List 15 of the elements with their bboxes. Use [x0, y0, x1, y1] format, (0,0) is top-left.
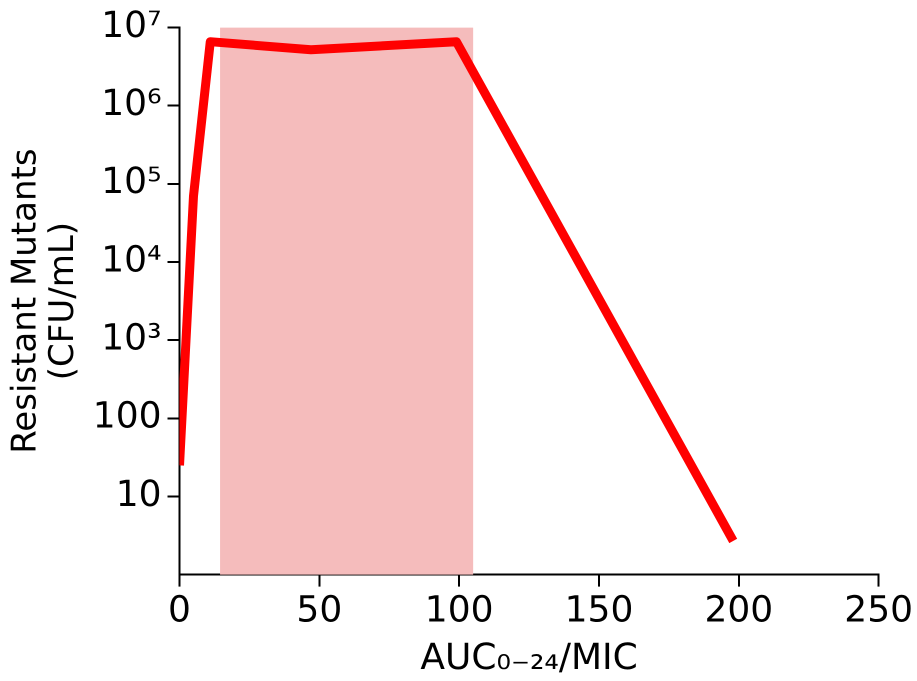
- x-tick-label: 50: [296, 590, 342, 631]
- x-tick-label: 0: [168, 590, 191, 631]
- y-tick-label: 10⁵: [101, 161, 162, 202]
- y-tick-label: 100: [92, 396, 162, 437]
- y-tick-label: 10³: [101, 318, 162, 359]
- y-tick-label: 10: [116, 474, 162, 515]
- y-tick-label: 10⁴: [101, 239, 162, 280]
- x-tick-label: 150: [564, 590, 634, 631]
- x-tick-label: 250: [844, 590, 914, 631]
- y-tick-label: 10⁶: [101, 83, 162, 124]
- y-axis-title: Resistant Mutants (CFU/mL): [4, 148, 82, 454]
- x-tick-label: 200: [704, 590, 774, 631]
- y-tick-label: 10⁷: [101, 4, 162, 46]
- x-tick-label: 100: [424, 590, 494, 631]
- x-axis-title: AUC₀₋₂₄/MIC: [420, 636, 638, 678]
